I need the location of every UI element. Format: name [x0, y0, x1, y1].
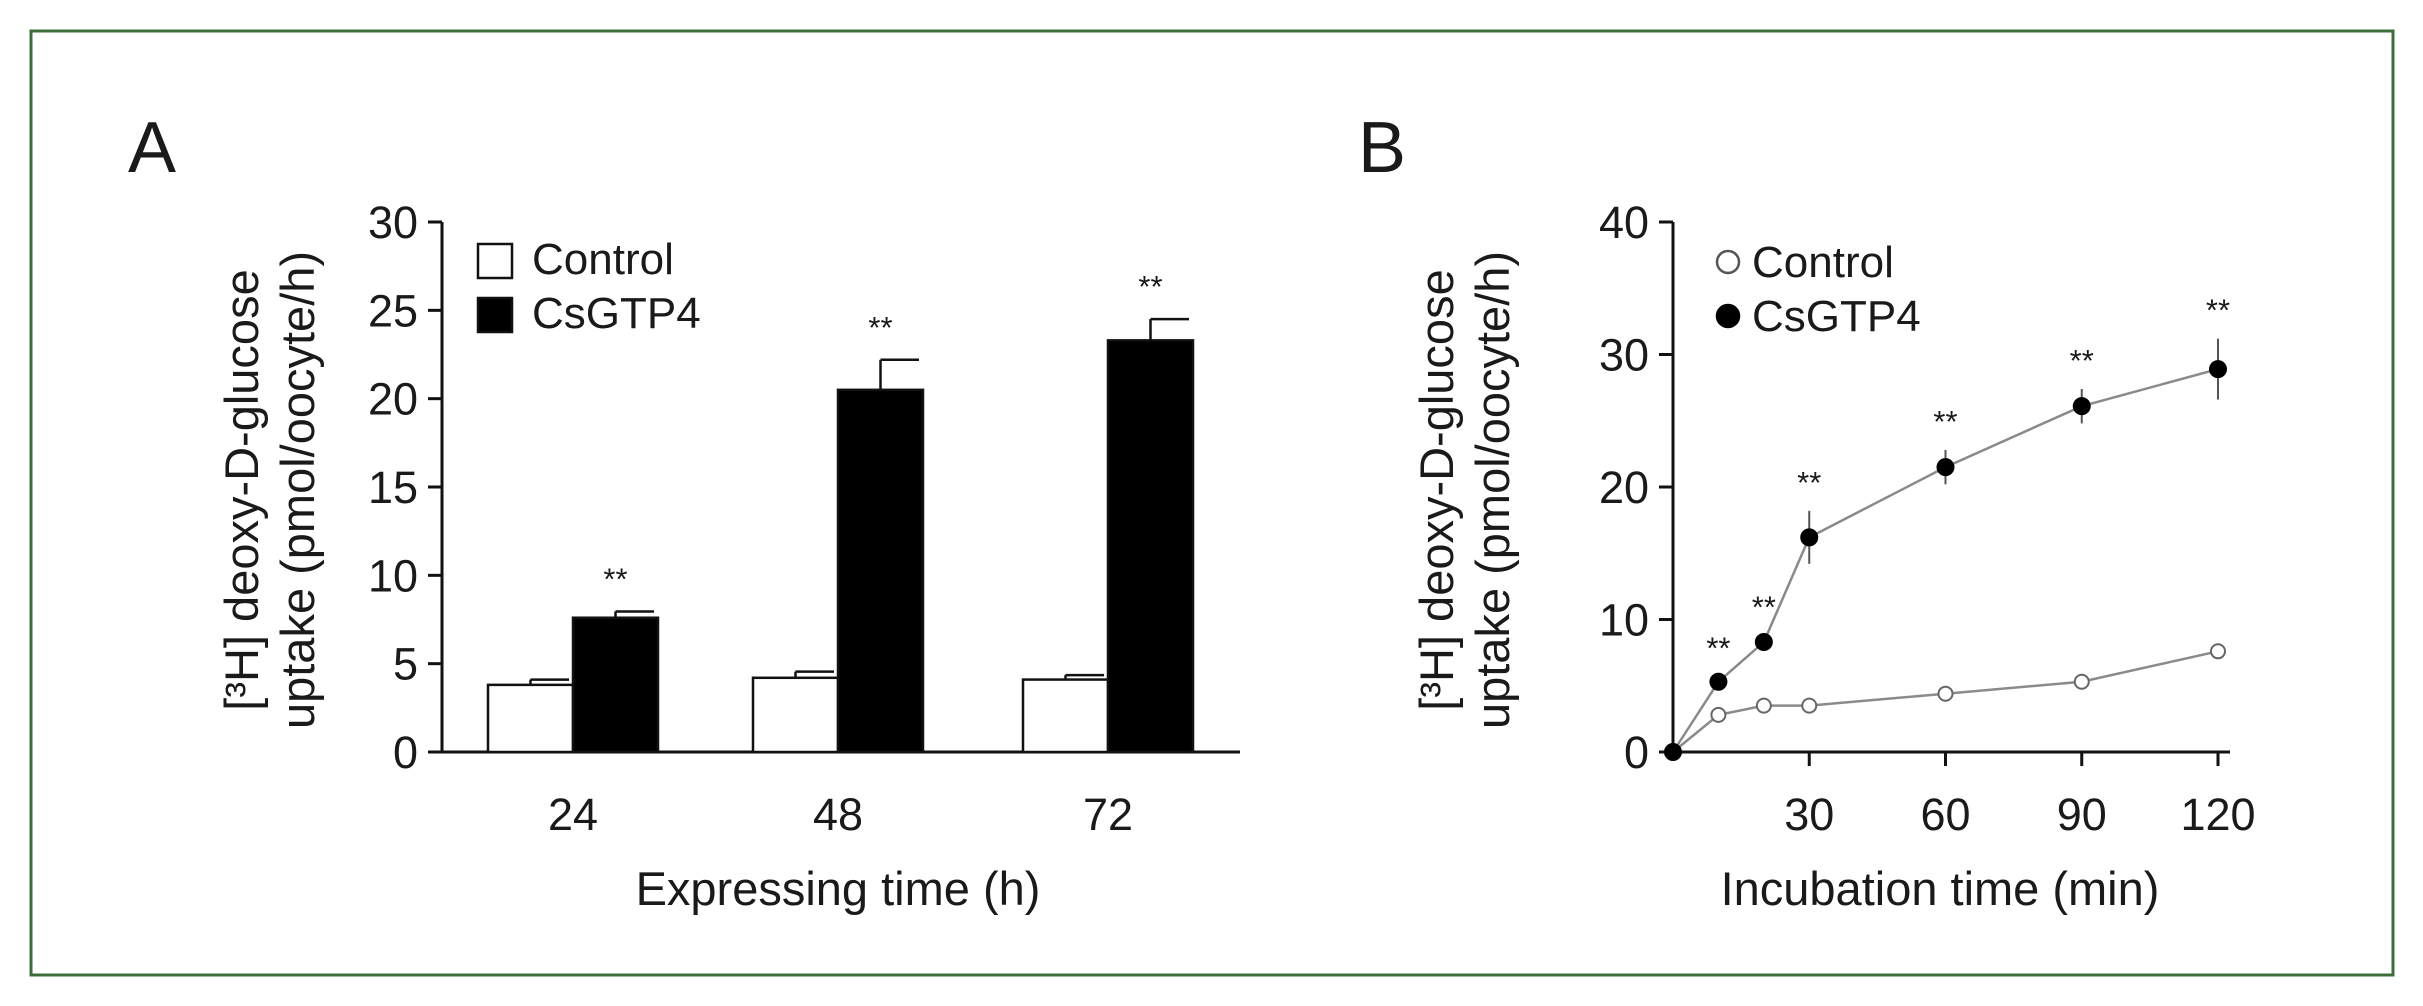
panel-b: B [³H] deoxy-D-glucose uptake (pmol/oocy… [1358, 108, 2256, 915]
panel-a-y-axis-title-line1: [³H] deoxy-D-glucose [215, 269, 268, 710]
panel-a-y-tick-label: 20 [368, 374, 418, 425]
panel-b-x-axis-title: Incubation time (min) [1721, 862, 2160, 915]
panel-a-legend-swatch-control [476, 242, 514, 280]
panel-b-point-control [1937, 685, 1954, 702]
figure-frame [29, 29, 2395, 977]
panel-b-point-csgtp4 [1664, 743, 1682, 761]
panel-a-x-tick-label: 72 [1083, 789, 1133, 840]
panel-b-legend-label: Control [1752, 238, 1894, 287]
panel-a-y-tick-label: 25 [368, 285, 418, 336]
panel-b-y-axis-title-line1: [³H] deoxy-D-glucose [1410, 269, 1463, 710]
panel-b-point-csgtp4 [1754, 633, 1773, 652]
panel-a-y-axis-title: [³H] deoxy-D-glucose uptake (pmol/oocyte… [215, 251, 324, 729]
panel-a-y-axis-title-line2: uptake (pmol/oocyte/h) [271, 251, 324, 729]
panel-a-legend-swatch-csgtp4 [476, 296, 514, 334]
panel-b-y-axis-title: [³H] deoxy-D-glucose uptake (pmol/oocyte… [1410, 251, 1519, 729]
panel-a-y-tick-label: 30 [368, 197, 418, 248]
panel-b-point-csgtp4 [1709, 672, 1728, 691]
panel-a-x-tick-label: 24 [548, 789, 598, 840]
panel-b-significance-mark: ** [1797, 465, 1821, 500]
panel-b-x-tick-label: 90 [2057, 789, 2107, 840]
panel-a-bar-csgtp4 [836, 388, 925, 754]
panel-a-y-tick-label: 0 [393, 727, 418, 778]
panel-b-letter: B [1358, 108, 1406, 188]
panel-a-significance-mark: ** [868, 310, 892, 345]
panel-a-bar-csgtp4 [1106, 339, 1195, 754]
panel-b-y-tick-label: 20 [1599, 462, 1649, 513]
panel-b-point-control [1801, 697, 1818, 714]
panel-b-y-tick-label: 0 [1624, 727, 1649, 778]
panel-a-x-axis-title: Expressing time (h) [636, 862, 1041, 915]
panel-a-bar-csgtp4 [571, 616, 660, 754]
panel-a-bar-control [486, 683, 575, 754]
panel-b-legend-marker-control [1715, 249, 1741, 275]
panel-b-point-csgtp4 [2072, 397, 2091, 416]
panel-a-bar-control [1021, 678, 1110, 754]
panel-a-x-tick-label: 48 [813, 789, 863, 840]
panel-b-point-control [1710, 706, 1727, 723]
panel-b-significance-mark: ** [2206, 293, 2230, 328]
panel-b-x-tick-label: 120 [2180, 789, 2255, 840]
panel-a: A [³H] deoxy-D-glucose uptake (pmol/oocy… [128, 108, 1240, 915]
panel-b-point-csgtp4 [1936, 458, 1955, 477]
panel-a-y-tick-label: 10 [368, 550, 418, 601]
panel-b-significance-mark: ** [1706, 630, 1730, 665]
panel-a-bar-control [751, 676, 840, 754]
panel-a-y-tick-label: 15 [368, 462, 418, 513]
panel-b-point-control [2210, 643, 2226, 660]
panel-b-y-tick-label: 30 [1599, 330, 1649, 381]
panel-b-y-tick-label: 40 [1599, 197, 1649, 248]
panel-b-point-control [1755, 697, 1772, 714]
panel-a-significance-mark: ** [1138, 269, 1162, 304]
panel-b-significance-mark: ** [1933, 404, 1957, 439]
panel-b-point-control [2073, 673, 2090, 690]
panel-b-legend-label: CsGTP4 [1752, 292, 1921, 341]
panel-b-x-tick-label: 60 [1920, 789, 1970, 840]
panel-b-point-csgtp4 [1800, 528, 1819, 547]
panel-b-y-axis-title-line2: uptake (pmol/oocyte/h) [1466, 251, 1519, 729]
panel-a-letter: A [128, 108, 176, 188]
panel-b-y-tick-label: 10 [1599, 595, 1649, 646]
panel-a-legend-label: Control [532, 235, 674, 284]
panel-b-significance-mark: ** [2070, 343, 2094, 378]
panel-b-legend-marker-csgtp4 [1715, 303, 1741, 329]
panel-a-significance-mark: ** [603, 562, 627, 597]
panel-b-significance-mark: ** [1752, 589, 1776, 624]
panel-b-point-csgtp4 [2209, 360, 2227, 379]
panel-a-y-tick-label: 5 [393, 639, 418, 690]
panel-a-legend-label: CsGTP4 [532, 289, 701, 338]
panel-b-x-tick-label: 30 [1784, 789, 1834, 840]
